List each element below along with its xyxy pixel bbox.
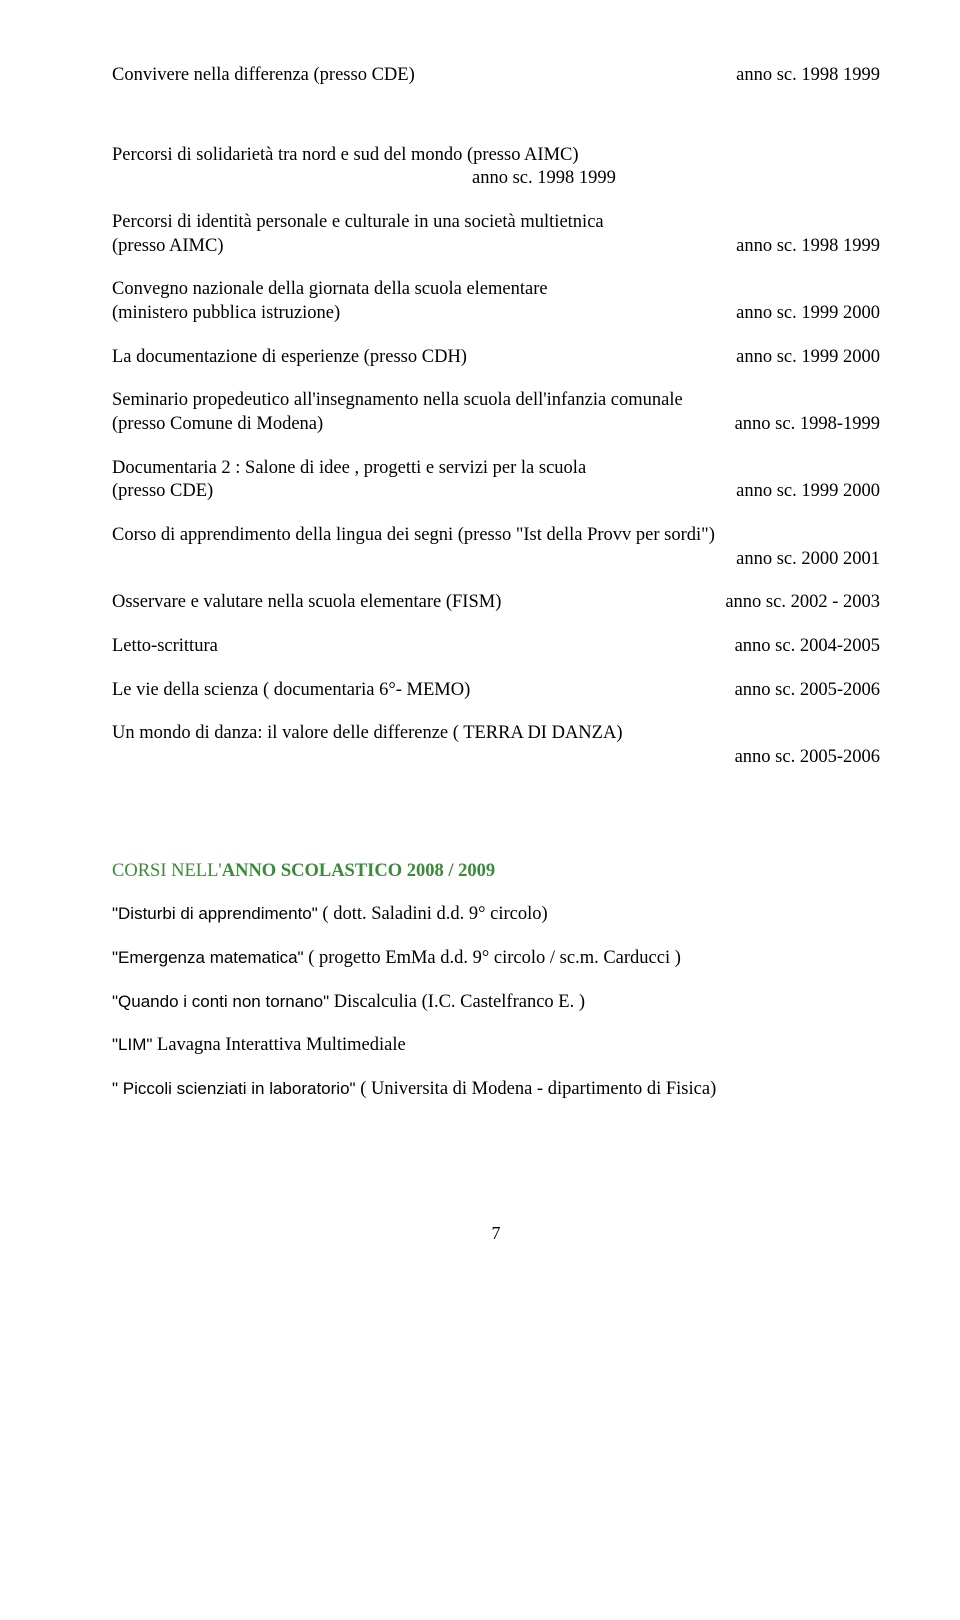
entry-year: anno sc. 1999 2000 xyxy=(736,302,880,326)
entry-place: (presso Comune di Modena) xyxy=(112,413,735,437)
entry-year: anno sc. 2005-2006 xyxy=(735,679,880,703)
course: "LIM" Lavagna Interattiva Multimediale xyxy=(112,1034,880,1058)
course-rest: ( dott. Saladini d.d. 9° circolo) xyxy=(318,904,548,924)
course-name: "LIM" xyxy=(112,1035,152,1054)
entry: Convegno nazionale della giornata della … xyxy=(112,278,880,325)
entry-place: (ministero pubblica istruzione) xyxy=(112,302,736,326)
course-rest: Discalculia (I.C. Castelfranco E. ) xyxy=(329,992,585,1012)
course-name: "Disturbi di apprendimento" xyxy=(112,904,318,923)
entry-year: anno sc. 1999 2000 xyxy=(736,346,880,370)
entry-place: (presso CDE) xyxy=(112,480,736,504)
entry-year: anno sc. 1998 1999 xyxy=(736,235,880,259)
section-heading: CORSI NELL'ANNO SCOLASTICO 2008 / 2009 xyxy=(112,860,880,884)
entry-title: Un mondo di danza: il valore delle diffe… xyxy=(112,722,880,746)
course-name: "Quando i conti non tornano" xyxy=(112,992,329,1011)
course: "Emergenza matematica" ( progetto EmMa d… xyxy=(112,947,880,971)
page-number: 7 xyxy=(112,1222,880,1245)
entry-title: Percorsi di solidarietà tra nord e sud d… xyxy=(112,144,880,168)
entry-title: Convivere nella differenza (presso CDE) xyxy=(112,64,736,88)
course-rest: ( progetto EmMa d.d. 9° circolo / sc.m. … xyxy=(304,948,681,968)
entry: Convivere nella differenza (presso CDE) … xyxy=(112,64,880,88)
entry: Un mondo di danza: il valore delle diffe… xyxy=(112,722,880,769)
entry-year: anno sc. 2004-2005 xyxy=(735,635,880,659)
entry: Letto-scrittura anno sc. 2004-2005 xyxy=(112,635,880,659)
entry-year: anno sc. 1999 2000 xyxy=(736,480,880,504)
entry: Percorsi di identità personale e cultura… xyxy=(112,211,880,258)
entry-place: (presso AIMC) xyxy=(112,235,736,259)
section-bold: ANNO SCOLASTICO 2008 / 2009 xyxy=(222,861,495,881)
entry-year: anno sc. 1998 1999 xyxy=(112,167,880,191)
entry-title: Convegno nazionale della giornata della … xyxy=(112,278,880,302)
entry-year: anno sc. 1998 1999 xyxy=(736,64,880,88)
entry: Le vie della scienza ( documentaria 6°- … xyxy=(112,679,880,703)
entry-title: Le vie della scienza ( documentaria 6°- … xyxy=(112,679,735,703)
entry: Documentaria 2 : Salone di idee , proget… xyxy=(112,457,880,504)
course-rest: ( Universita di Modena - dipartimento di… xyxy=(356,1079,717,1099)
entry-title: Osservare e valutare nella scuola elemen… xyxy=(112,591,725,615)
entry: La documentazione di esperienze (presso … xyxy=(112,346,880,370)
course-name: " Piccoli scienziati in laboratorio" xyxy=(112,1079,356,1098)
course: "Quando i conti non tornano" Discalculia… xyxy=(112,991,880,1015)
entry-year: anno sc. 2002 - 2003 xyxy=(725,591,880,615)
entry-title: Seminario propedeutico all'insegnamento … xyxy=(112,389,880,413)
entry-title: Letto-scrittura xyxy=(112,635,735,659)
section-prefix: CORSI NELL' xyxy=(112,861,222,881)
entry: Percorsi di solidarietà tra nord e sud d… xyxy=(112,144,880,191)
entry-year: anno sc. 2000 2001 xyxy=(112,548,880,572)
course-name: "Emergenza matematica" xyxy=(112,948,304,967)
course: "Disturbi di apprendimento" ( dott. Sala… xyxy=(112,903,880,927)
entry-title: Documentaria 2 : Salone di idee , proget… xyxy=(112,457,880,481)
course: " Piccoli scienziati in laboratorio" ( U… xyxy=(112,1078,880,1102)
entry-year: anno sc. 2005-2006 xyxy=(112,746,880,770)
entry: Corso di apprendimento della lingua dei … xyxy=(112,524,880,571)
course-rest: Lavagna Interattiva Multimediale xyxy=(152,1035,405,1055)
entry-title: Corso di apprendimento della lingua dei … xyxy=(112,524,880,548)
entry: Osservare e valutare nella scuola elemen… xyxy=(112,591,880,615)
entry-title: La documentazione di esperienze (presso … xyxy=(112,346,736,370)
entry-title: Percorsi di identità personale e cultura… xyxy=(112,211,880,235)
entry-year: anno sc. 1998-1999 xyxy=(735,413,880,437)
entry: Seminario propedeutico all'insegnamento … xyxy=(112,389,880,436)
